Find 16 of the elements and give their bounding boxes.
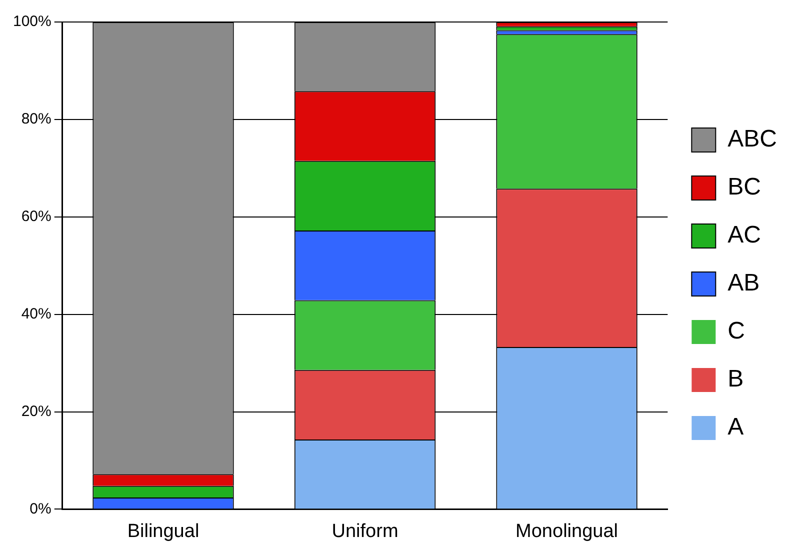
legend-label: C — [728, 318, 745, 345]
y-tick-label: 40% — [21, 305, 52, 322]
x-tick-label: Uniform — [332, 520, 398, 542]
x-tick-label: Monolingual — [516, 520, 618, 542]
legend-label: BC — [728, 174, 761, 201]
legend-label: ABC — [728, 126, 778, 153]
y-tick-label: 80% — [21, 110, 52, 128]
legend-label: A — [728, 414, 744, 441]
y-tick-label: 60% — [21, 208, 52, 226]
x-tick-label: Bilingual — [127, 520, 200, 542]
legend-label: AB — [728, 270, 760, 297]
y-tick-label: 20% — [21, 402, 52, 420]
y-tick-label: 0% — [30, 500, 52, 518]
y-tick-label: 100% — [12, 13, 52, 30]
legend-label: B — [728, 366, 744, 393]
legend-label: AC — [728, 222, 761, 249]
